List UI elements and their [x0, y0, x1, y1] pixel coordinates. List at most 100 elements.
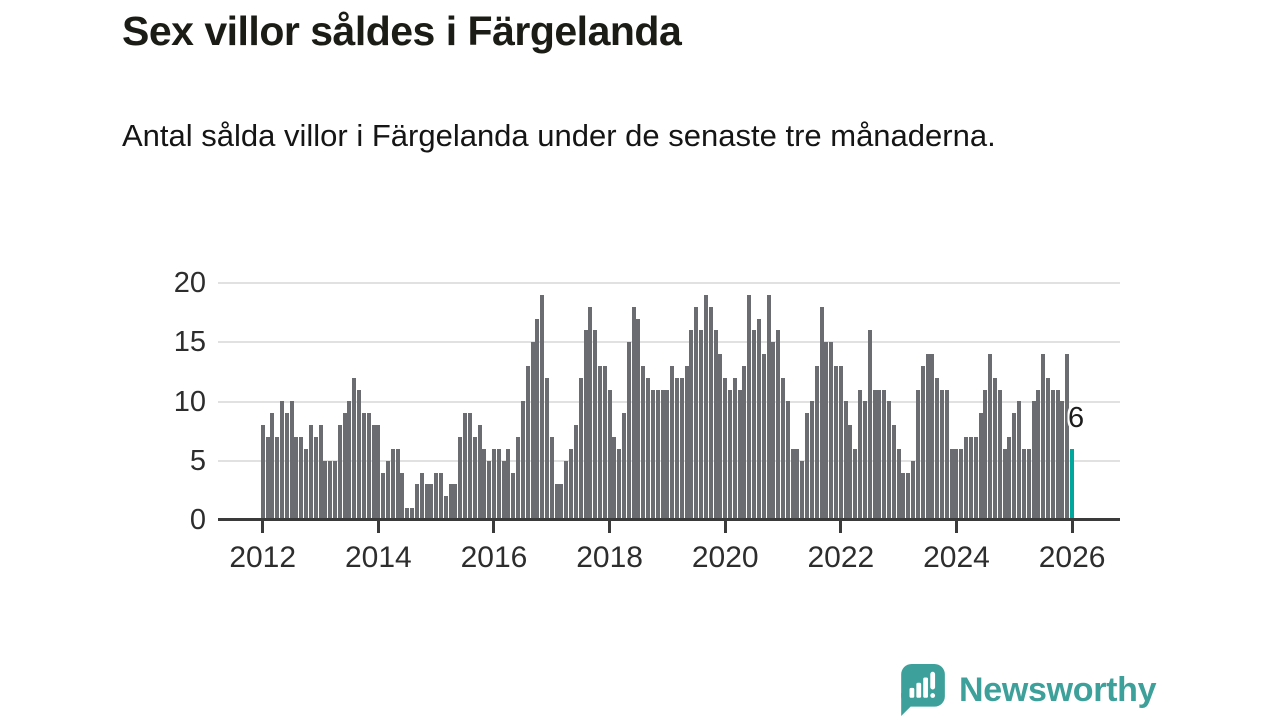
bar — [800, 461, 805, 520]
bar — [376, 425, 381, 520]
bar — [978, 413, 983, 520]
bar — [867, 330, 872, 520]
bar — [275, 437, 280, 520]
bar — [424, 484, 429, 520]
bar — [323, 461, 328, 520]
bar — [1060, 401, 1065, 520]
chart-subtitle: Antal sålda villor i Färgelanda under de… — [122, 118, 996, 153]
bar — [443, 496, 448, 520]
bar — [718, 354, 723, 520]
bar — [308, 425, 313, 520]
bar — [809, 401, 814, 520]
bar — [583, 330, 588, 520]
bar — [482, 449, 487, 520]
bar — [781, 378, 786, 520]
bar — [535, 319, 540, 520]
x-axis-tick-label: 2022 — [807, 541, 875, 574]
bar — [646, 378, 651, 520]
bar — [530, 342, 535, 520]
bar — [819, 307, 824, 520]
bar — [284, 413, 289, 520]
x-axis-tick — [261, 521, 265, 533]
x-axis-tick-label: 2014 — [344, 541, 412, 574]
bar — [911, 461, 916, 520]
bar — [1036, 390, 1041, 520]
bar — [829, 342, 834, 520]
y-axis-tick-label: 15 — [173, 326, 206, 359]
bar — [641, 366, 646, 520]
bar — [299, 437, 304, 520]
newsworthy-logo: Newsworthy — [899, 664, 1157, 716]
bar — [853, 449, 858, 520]
bar — [737, 390, 742, 520]
x-axis-tick — [839, 521, 843, 533]
x-axis-tick — [376, 521, 380, 533]
bar — [410, 508, 415, 520]
bar — [993, 378, 998, 520]
bar — [689, 330, 694, 520]
bar — [988, 354, 993, 520]
bar — [814, 366, 819, 520]
bar — [1012, 413, 1017, 520]
gridline — [218, 341, 1120, 344]
bar — [872, 390, 877, 520]
bar — [332, 461, 337, 520]
bar — [843, 401, 848, 520]
bar — [453, 484, 458, 520]
bar — [636, 319, 641, 520]
x-axis-tick — [723, 521, 727, 533]
bar — [708, 307, 713, 520]
bar — [920, 366, 925, 520]
bar — [434, 473, 439, 520]
x-axis-line — [218, 518, 1120, 521]
bar — [559, 484, 564, 520]
bar — [279, 401, 284, 520]
bar — [607, 390, 612, 520]
bar — [405, 508, 410, 520]
bar — [597, 366, 602, 520]
bar — [467, 413, 472, 520]
bar — [1065, 354, 1070, 520]
bar — [713, 330, 718, 520]
bar — [752, 330, 757, 520]
bar — [1050, 390, 1055, 520]
bar — [650, 390, 655, 520]
x-axis-tick-label: 2024 — [923, 541, 990, 574]
bar — [569, 449, 574, 520]
bar — [506, 449, 511, 520]
bar — [925, 354, 930, 520]
bar — [501, 461, 506, 520]
bar — [463, 413, 468, 520]
bar — [785, 401, 790, 520]
bar — [419, 473, 424, 520]
bar — [670, 366, 675, 520]
bar — [270, 413, 275, 520]
bar — [694, 307, 699, 520]
bar — [891, 425, 896, 520]
bar — [390, 449, 395, 520]
bar — [578, 378, 583, 520]
bar — [954, 449, 959, 520]
bar — [915, 390, 920, 520]
bar — [366, 413, 371, 520]
bar — [877, 390, 882, 520]
bar — [337, 425, 342, 520]
bar — [573, 425, 578, 520]
bar — [665, 390, 670, 520]
bar — [414, 484, 419, 520]
bar — [805, 413, 810, 520]
chart-title: Sex villor såldes i Färgelanda — [122, 8, 682, 54]
x-axis-tick-label: 2012 — [229, 541, 297, 574]
bar — [458, 437, 463, 520]
bar — [588, 307, 593, 520]
bar — [1007, 437, 1012, 520]
bar — [747, 295, 752, 520]
bar — [882, 390, 887, 520]
x-axis-tick — [608, 521, 612, 533]
bar — [438, 473, 443, 520]
bar — [824, 342, 829, 520]
bar — [1031, 401, 1036, 520]
bar — [675, 378, 680, 520]
x-axis-tick-label: 2020 — [691, 541, 759, 574]
